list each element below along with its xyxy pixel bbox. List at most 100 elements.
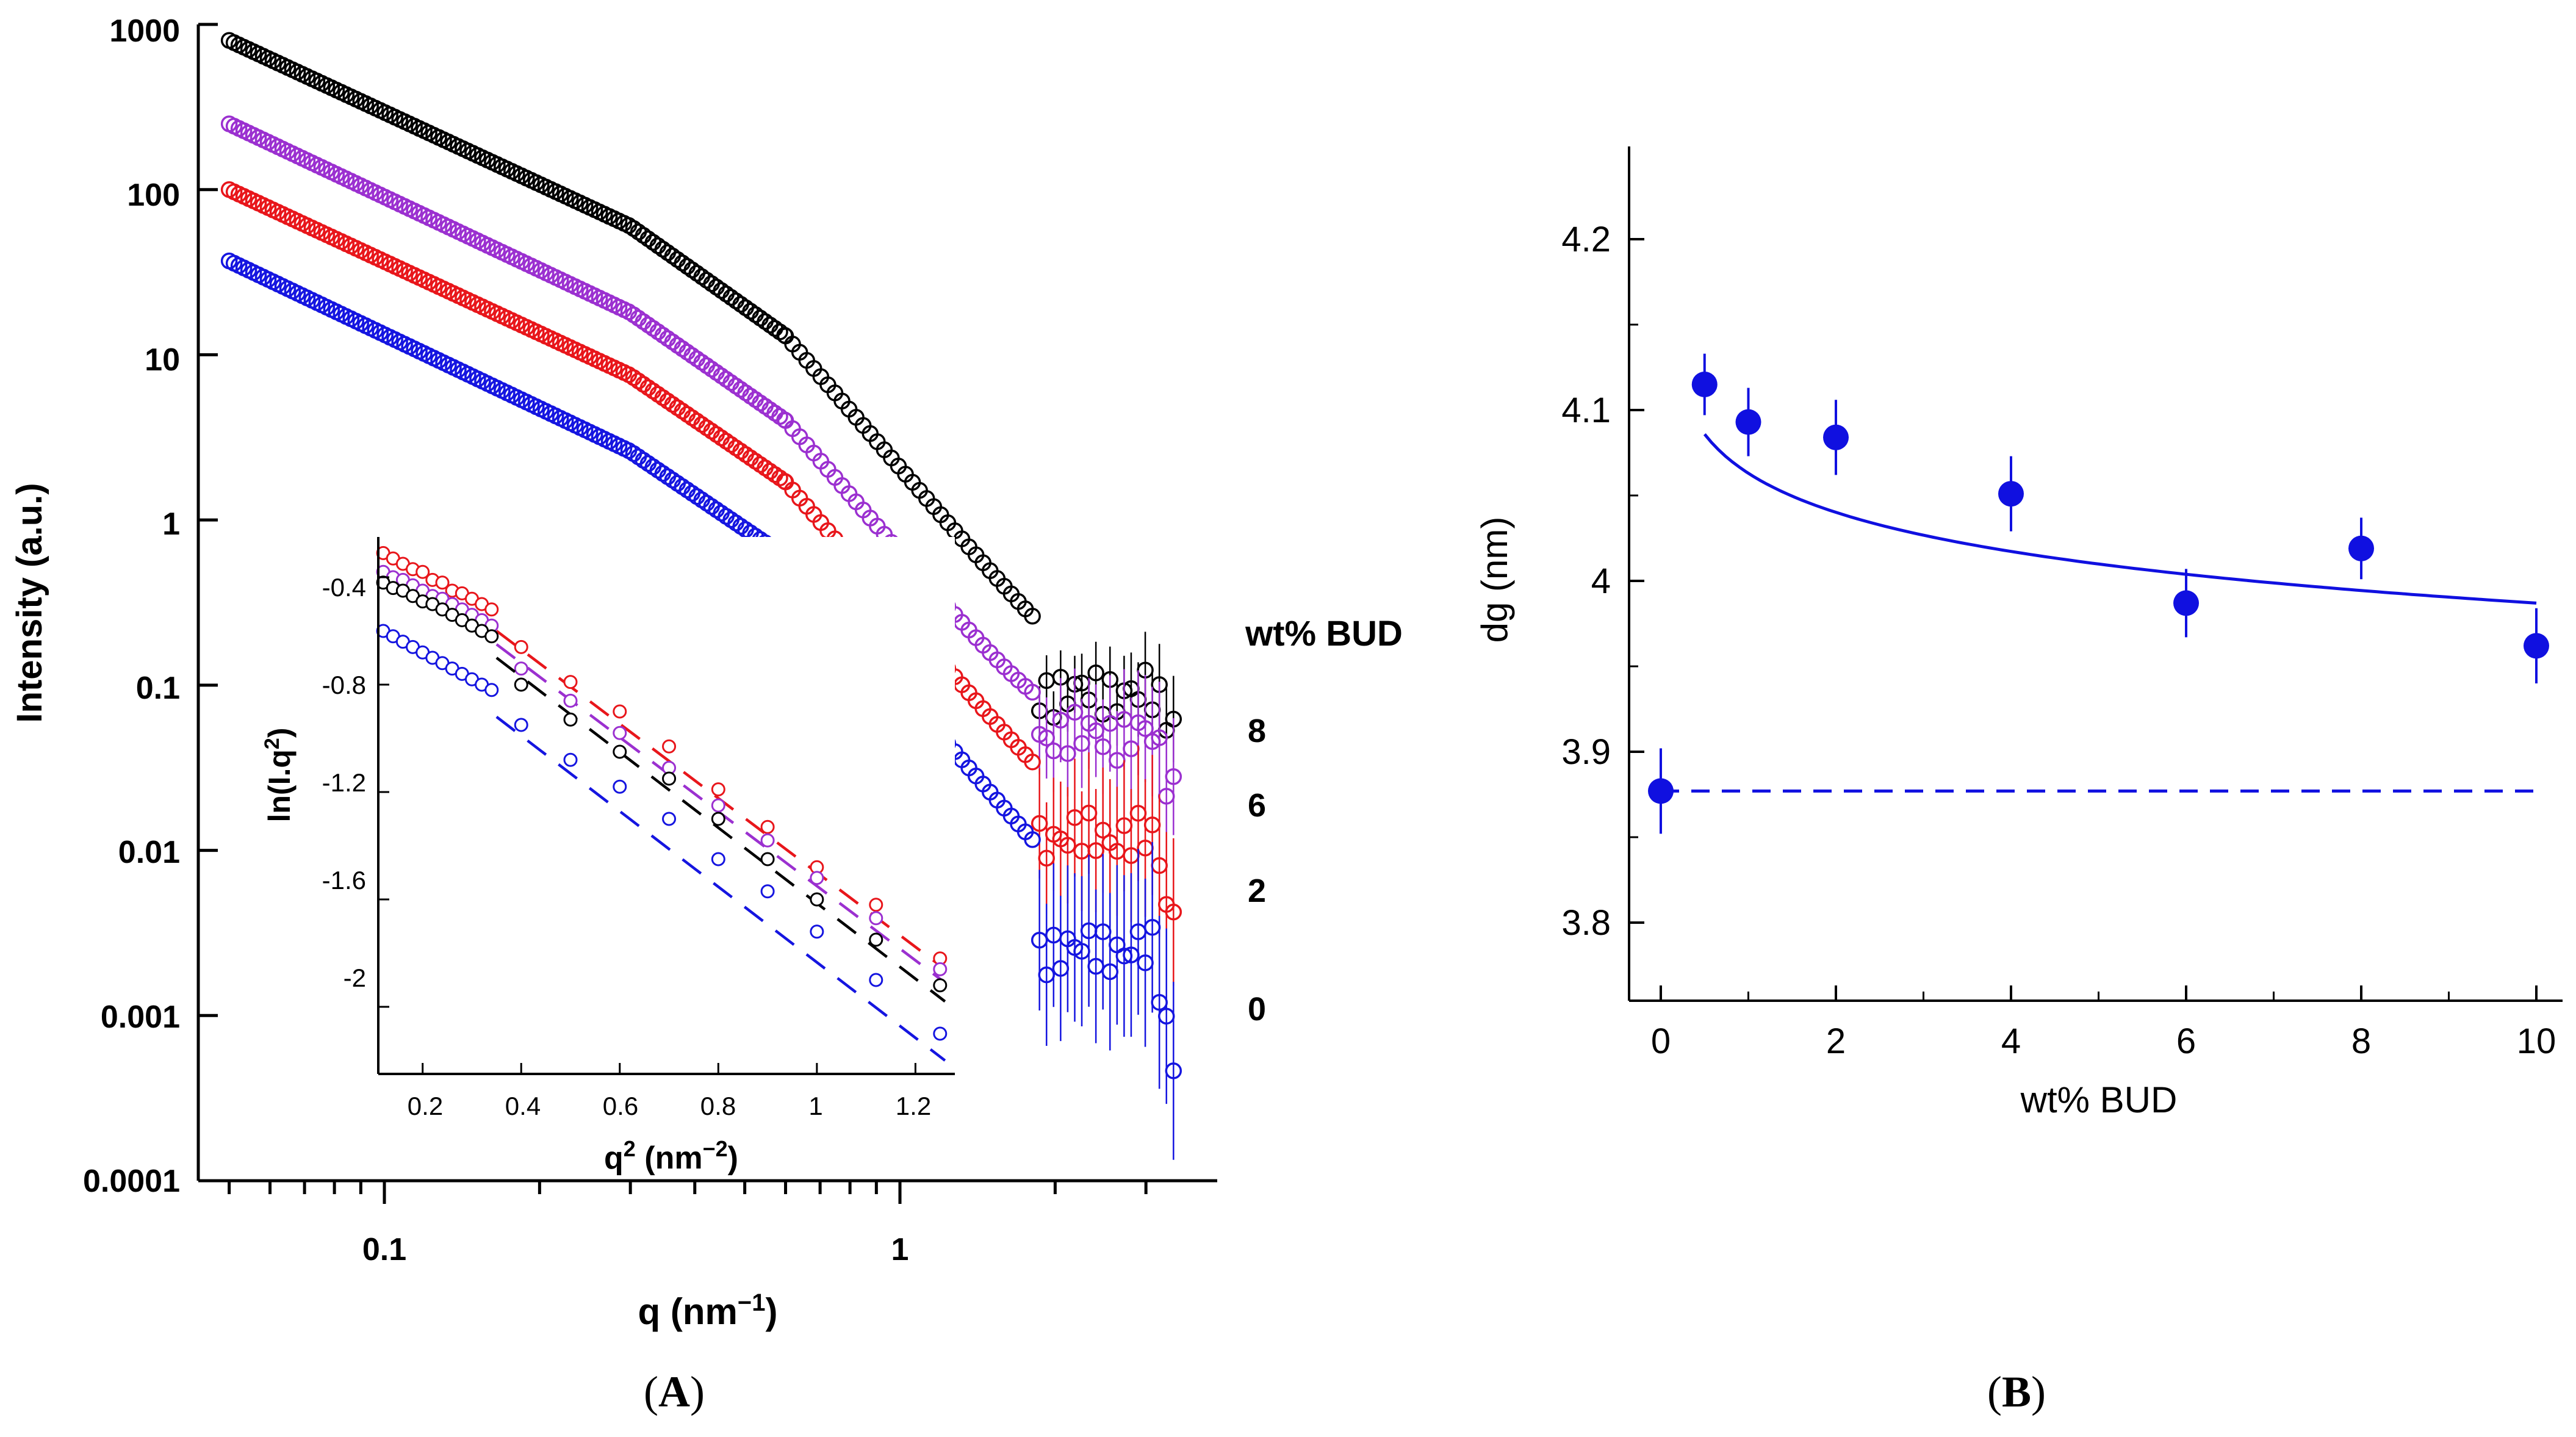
panel-a-series-layer (220, 32, 1182, 1160)
panel-b-marker (1998, 481, 2024, 507)
panel-b: 3.8 3.9 4 4.1 4.2 0 2 4 6 8 10 wt% BUD d… (1474, 146, 2563, 1416)
inset-point (563, 675, 578, 690)
inset-x-axis-title: q2 (nm−2) (604, 1136, 738, 1176)
panel-b-y-tick-label-4: 4 (1591, 561, 1611, 601)
panel-a-y-tick-label-1000: 1000 (109, 13, 180, 49)
inset-y-axis-title: ln(I.q2) (261, 728, 297, 823)
inset-point (869, 911, 883, 926)
inset-point (484, 629, 499, 644)
panel-a-y-tick-label-10: 10 (145, 342, 180, 378)
panel-a-y-tick-label-100: 100 (127, 178, 180, 213)
panel-a-x-tick-label-0-1: 0.1 (362, 1232, 406, 1267)
legend-label-6: 6 (1248, 787, 1266, 824)
panel-b-x-tick-label-2: 2 (1826, 1021, 1846, 1061)
inset-point (613, 779, 627, 794)
inset-point (613, 744, 627, 759)
inset-point (933, 978, 948, 993)
panel-b-label: (B) (1987, 1367, 2046, 1416)
inset-x-tick-label-1: 1 (808, 1092, 822, 1120)
panel-b-marker (2173, 590, 2199, 616)
panel-a-y-axis-title: Intensity (a.u.) (10, 483, 49, 722)
inset-point (711, 852, 725, 866)
panel-a-point (1024, 831, 1041, 848)
inset-point (563, 712, 578, 727)
inset-series-0 (376, 624, 948, 1062)
inset-x-tick-label-0-4: 0.4 (505, 1092, 541, 1120)
inset-y-tick-label-neg-0-4: -0.4 (322, 573, 366, 602)
legend-label-8: 8 (1248, 713, 1266, 749)
inset-point (933, 962, 948, 976)
panel-b-series-layer (1648, 353, 2549, 834)
inset-point (760, 819, 775, 834)
panel-a-y-tick-label-0-01: 0.01 (118, 835, 180, 870)
panel-b-marker (1648, 778, 1674, 804)
panel-b-ticks (1629, 238, 2538, 1001)
panel-b-y-tick-label-4-1: 4.1 (1561, 391, 1611, 430)
panel-a-x-ticks (228, 1181, 1148, 1204)
panel-b-x-tick-label-4: 4 (2001, 1021, 2021, 1061)
panel-b-marker (1735, 409, 1761, 435)
inset-point (484, 602, 499, 617)
inset-point (810, 892, 824, 907)
panel-a-series-8 (220, 32, 1182, 773)
panel-b-y-axis-title: dg (nm) (1474, 517, 1515, 643)
inset-point (869, 932, 883, 947)
panel-b-data-point (2173, 569, 2199, 638)
legend-label-0: 0 (1248, 991, 1266, 1028)
panel-a-label: (A) (644, 1367, 705, 1416)
panel-b-y-tick-label-3-9: 3.9 (1561, 732, 1611, 772)
panel-b-y-tick-label-3-8: 3.8 (1561, 903, 1611, 943)
panel-a-point (1024, 753, 1041, 771)
inset-point (514, 718, 528, 732)
panel-b-data-point (1998, 456, 2024, 531)
panel-a-y-tick-label-0-001: 0.001 (101, 999, 180, 1035)
inset-y-tick-label-neg-1-2: -1.2 (322, 768, 366, 797)
inset-point (711, 798, 725, 813)
panel-a-point (1024, 683, 1041, 701)
inset-y-tick-label-neg-1-6: -1.6 (322, 866, 366, 895)
inset-ticks (378, 576, 916, 1074)
inset-point (435, 575, 450, 590)
inset-point (869, 898, 883, 912)
inset-point (760, 852, 775, 866)
panel-a-x-axis-title: q (nm−1) (638, 1289, 778, 1332)
inset-x-tick-label-0-8: 0.8 (700, 1092, 736, 1120)
inset-point (662, 771, 677, 786)
inset-point (662, 739, 677, 754)
inset-x-tick-label-1-2: 1.2 (896, 1092, 931, 1120)
panel-b-x-tick-label-10: 10 (2517, 1021, 2556, 1061)
inset-point (662, 812, 677, 826)
inset-x-tick-label-0-6: 0.6 (603, 1092, 638, 1120)
inset-point (869, 973, 883, 987)
panel-b-marker (1691, 372, 1718, 397)
panel-a-point (1165, 903, 1182, 921)
panel-b-marker (1823, 424, 1849, 450)
panel-b-data-point (2524, 608, 2549, 683)
inset-point (933, 1026, 948, 1041)
panel-b-data-point (1823, 400, 1849, 475)
panel-b-data-point (1691, 353, 1718, 416)
inset-y-tick-label-neg-0-8: -0.8 (322, 671, 366, 699)
inset-point (613, 704, 627, 719)
panel-b-marker (2348, 535, 2374, 561)
inset-x-tick-label-0-2: 0.2 (408, 1092, 443, 1120)
panel-a-point (1024, 608, 1041, 625)
panel-b-x-tick-label-6: 6 (2176, 1021, 2196, 1061)
inset-chart: -0.4 -0.8 -1.2 -1.6 -2 0.2 0.4 0.6 0.8 1… (261, 537, 955, 1176)
inset-point (613, 726, 627, 740)
inset-point (711, 782, 725, 797)
legend-label-2: 2 (1248, 873, 1266, 909)
inset-point (514, 639, 528, 654)
inset-point (760, 833, 775, 848)
panel-b-x-tick-label-0: 0 (1651, 1021, 1671, 1061)
panel-b-data-point (1648, 748, 1674, 834)
inset-point (514, 661, 528, 676)
panel-b-x-tick-label-8: 8 (2351, 1021, 2371, 1061)
inset-series-8 (376, 575, 948, 1003)
inset-point (514, 677, 528, 692)
panel-a-point (1165, 1062, 1182, 1079)
panel-a-point (1165, 768, 1182, 785)
legend-title: wt% BUD (1245, 614, 1403, 654)
panel-a-point (1087, 664, 1104, 682)
